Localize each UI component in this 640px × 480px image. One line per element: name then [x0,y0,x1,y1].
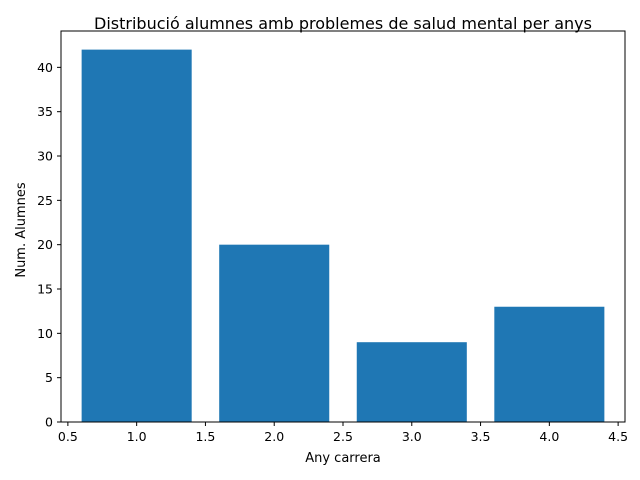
x-tick-label: 1.0 [127,429,147,444]
x-tick-label: 1.5 [195,429,215,444]
y-tick-label: 5 [45,370,53,385]
x-axis-label: Any carrera [305,451,381,466]
bar-year-1 [81,49,192,423]
bars-layer [81,49,605,423]
y-tick-label: 0 [45,415,53,430]
y-tick-label: 10 [37,326,53,341]
x-tick-label: 2.0 [264,429,284,444]
y-tick-label: 20 [37,237,53,252]
bar-year-4 [494,306,605,422]
x-tick-label: 3.5 [471,429,491,444]
y-tick-label: 40 [37,60,53,75]
y-tick-label: 15 [37,282,53,297]
x-tick-label: 2.5 [333,429,353,444]
y-tick-label: 30 [37,149,53,164]
y-axis-label: Num. Alumnes [14,182,29,278]
bar-year-3 [356,342,467,422]
bar-year-2 [219,244,330,422]
y-tick-label: 35 [37,104,53,119]
x-tick-label: 4.5 [608,429,628,444]
y-axis-ticks: 0 5 10 15 20 25 30 35 40 [37,60,61,430]
x-tick-label: 3.0 [402,429,422,444]
x-axis-ticks: 0.5 1.0 1.5 2.0 2.5 3.0 3.5 4.0 4.5 [58,422,628,444]
x-tick-label: 0.5 [58,429,78,444]
chart-title: Distribució alumnes amb problemes de sal… [94,14,592,33]
y-tick-label: 25 [37,193,53,208]
x-tick-label: 4.0 [539,429,559,444]
